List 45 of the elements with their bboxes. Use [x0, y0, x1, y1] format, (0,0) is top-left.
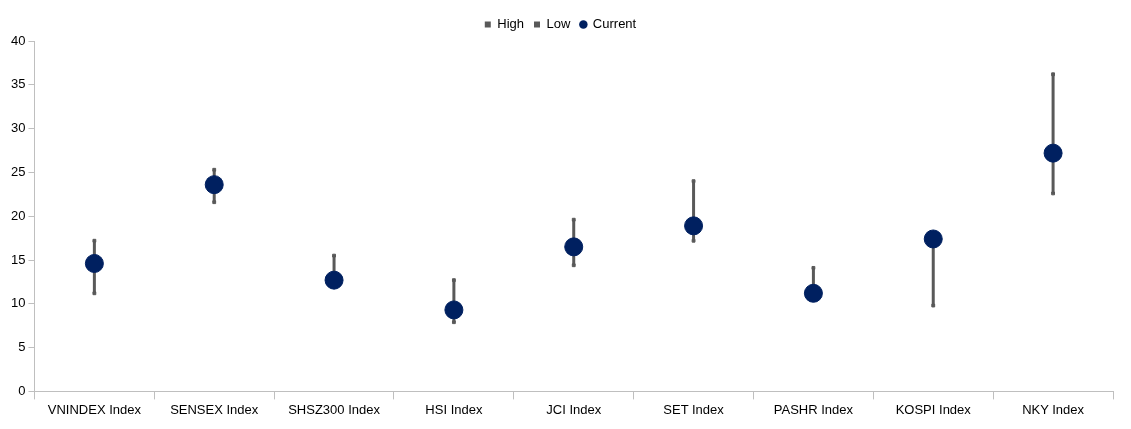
- y-tick-label: 5: [18, 339, 26, 355]
- point: [923, 229, 943, 249]
- point: [811, 265, 816, 270]
- point: [324, 270, 344, 290]
- point: [691, 238, 696, 243]
- point: [803, 283, 823, 303]
- legend-label: Current: [592, 16, 637, 32]
- y-tick-label: 15: [10, 251, 26, 267]
- point: [444, 300, 464, 320]
- point: [1051, 72, 1055, 77]
- point: [931, 303, 936, 308]
- y-tick-label: 40: [10, 32, 26, 48]
- x-tick-label: SET Index: [663, 401, 725, 417]
- y-tick-label: 30: [10, 120, 26, 136]
- y-tick-label: 25: [10, 163, 26, 179]
- x-tick-label: SENSEX Index: [170, 401, 259, 417]
- x-tick-label: NKY Index: [1022, 401, 1085, 417]
- y-tick-label: 20: [10, 207, 26, 223]
- legend-label: High: [497, 16, 525, 32]
- point: [332, 253, 336, 258]
- legend-label: Low: [546, 16, 571, 32]
- point: [564, 237, 584, 257]
- x-tick-label: VNINDEX Index: [47, 401, 142, 417]
- x-tick-label: HSI Index: [425, 401, 483, 417]
- point: [684, 216, 704, 236]
- point: [451, 278, 456, 283]
- point: [1051, 191, 1055, 196]
- y-tick-label: 10: [10, 295, 26, 311]
- y-tick-label: 0: [18, 382, 26, 398]
- point: [212, 167, 217, 172]
- point: [84, 254, 104, 273]
- y-tick-label: 35: [10, 76, 26, 92]
- point: [204, 175, 224, 195]
- point: [92, 238, 97, 243]
- x-tick-label: JCI Index: [546, 401, 602, 417]
- point: [1043, 143, 1063, 163]
- point: [92, 291, 97, 296]
- point: [451, 320, 456, 325]
- point: [571, 263, 576, 268]
- point: [212, 200, 217, 205]
- x-tick-label: KOSPI Index: [895, 401, 972, 417]
- x-tick-label: SHSZ300 Index: [288, 401, 381, 417]
- point: [691, 179, 696, 184]
- point: [571, 217, 576, 222]
- x-tick-label: PASHR Index: [773, 401, 854, 417]
